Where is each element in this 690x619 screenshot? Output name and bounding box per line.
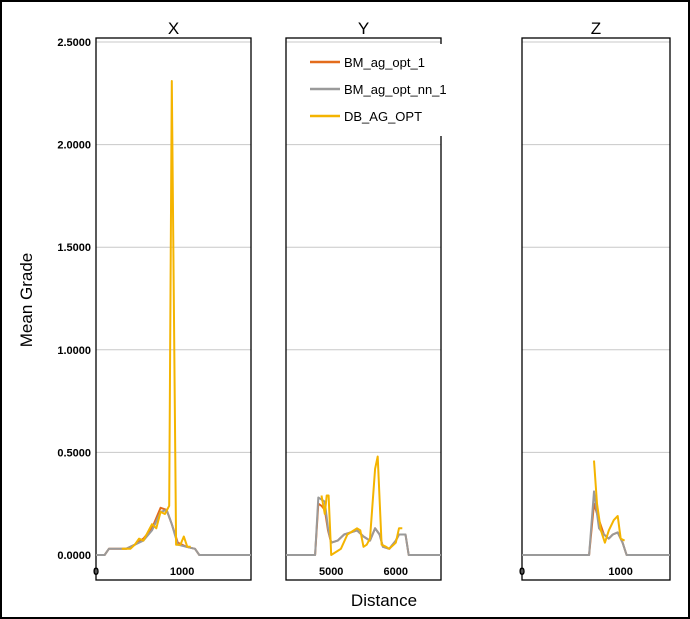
- legend-entry-label: BM_ag_opt_nn_1: [344, 82, 447, 97]
- x-tick-label: 0: [519, 566, 525, 578]
- series-line-db-ag-opt: [593, 460, 626, 544]
- series-line-db-ag-opt: [320, 455, 403, 556]
- panel-title-z: Z: [591, 19, 601, 38]
- panel-title-y: Y: [358, 19, 369, 38]
- series-line-bm-ag-opt-nn-1: [96, 508, 251, 556]
- panel-frame-z: [521, 37, 671, 581]
- panel-title-x: X: [168, 19, 179, 38]
- series-line-bm-ag-opt-nn-1: [522, 490, 670, 556]
- x-tick-label: 1000: [170, 566, 194, 578]
- y-tick-label: 2.5000: [57, 37, 91, 49]
- legend-entry-label: BM_ag_opt_1: [344, 55, 425, 70]
- y-axis-label: Mean Grade: [17, 253, 36, 348]
- y-tick-label: 2.0000: [57, 140, 91, 152]
- y-tick-label: 0.5000: [57, 447, 91, 459]
- legend-entry-label: DB_AG_OPT: [344, 109, 422, 124]
- series-line-db-ag-opt: [121, 80, 191, 550]
- x-tick-label: 0: [93, 566, 99, 578]
- panel-frame-y: [285, 37, 442, 581]
- x-tick-label: 1000: [608, 566, 632, 578]
- y-tick-label: 0.0000: [57, 550, 91, 562]
- y-tick-label: 1.5000: [57, 242, 91, 254]
- panel-frame-x: [95, 37, 252, 581]
- y-tick-label: 1.0000: [57, 345, 91, 357]
- x-axis-label: Distance: [351, 591, 417, 610]
- x-tick-label: 5000: [319, 566, 343, 578]
- x-tick-label: 6000: [384, 566, 408, 578]
